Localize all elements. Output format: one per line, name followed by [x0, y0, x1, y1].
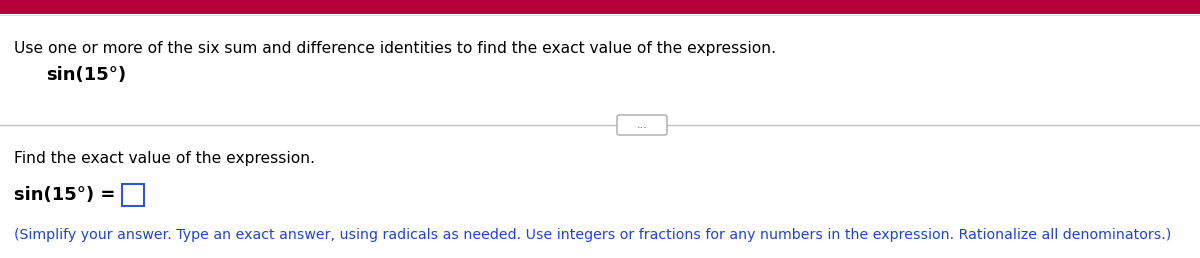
Text: sin(15°): sin(15°): [46, 66, 126, 84]
Bar: [0, 0, 1200, 14]
Text: ...: ...: [636, 120, 648, 130]
FancyBboxPatch shape: [122, 184, 144, 206]
Text: sin(15°) =: sin(15°) =: [14, 186, 115, 204]
Text: Use one or more of the six sum and difference identities to find the exact value: Use one or more of the six sum and diffe…: [14, 41, 776, 55]
Text: (Simplify your answer. Type an exact answer, using radicals as needed. Use integ: (Simplify your answer. Type an exact ans…: [14, 228, 1171, 242]
Text: Find the exact value of the expression.: Find the exact value of the expression.: [14, 150, 314, 165]
FancyBboxPatch shape: [617, 115, 667, 135]
